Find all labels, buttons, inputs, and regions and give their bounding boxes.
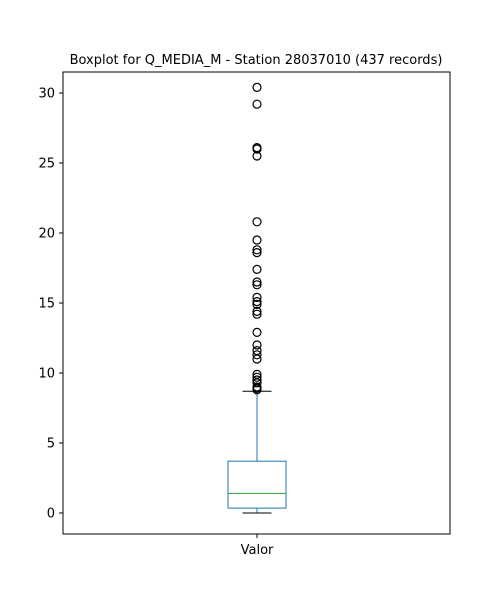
y-tick-label-3: 15 (38, 297, 55, 312)
outlier-point-11 (252, 280, 262, 290)
outlier-point-21 (252, 354, 262, 364)
y-tick-label-2: 10 (38, 367, 55, 382)
chart-title: Boxplot for Q_MEDIA_M - Station 28037010… (70, 53, 443, 68)
outlier-point-20 (252, 350, 262, 360)
y-tick-label-5: 25 (38, 157, 55, 172)
outlier-point-14 (252, 299, 262, 309)
x-tick-label-0: Valor (241, 543, 274, 558)
plot-frame (62, 71, 451, 535)
outlier-point-7 (252, 245, 262, 255)
outlier-point-16 (252, 309, 262, 319)
outlier-point-25 (252, 378, 262, 388)
outlier-point-0 (252, 82, 262, 93)
outlier-point-17 (252, 327, 262, 337)
outlier-point-28 (252, 385, 262, 395)
outlier-point-10 (252, 277, 262, 287)
outlier-point-15 (252, 306, 262, 316)
outlier-point-4 (252, 151, 262, 161)
outlier-point-1 (252, 99, 262, 109)
outlier-point-6 (252, 235, 262, 245)
outlier-point-12 (252, 292, 262, 302)
outlier-point-3 (252, 144, 262, 154)
outlier-point-5 (252, 217, 262, 227)
y-tick-label-6: 30 (38, 87, 55, 102)
plot-marks: 0 5 10 15 20 25 30 Valor (38, 82, 287, 558)
outlier-point-9 (252, 264, 262, 274)
outlier-point-13 (252, 297, 262, 307)
y-tick-label-4: 20 (38, 227, 55, 242)
iqr-box (227, 460, 287, 509)
y-tick-label-0: 0 (47, 507, 55, 522)
outlier-point-18 (252, 340, 262, 350)
outlier-point-8 (252, 248, 262, 258)
y-tick-label-1: 5 (47, 437, 55, 452)
outlier-point-23 (252, 372, 262, 382)
